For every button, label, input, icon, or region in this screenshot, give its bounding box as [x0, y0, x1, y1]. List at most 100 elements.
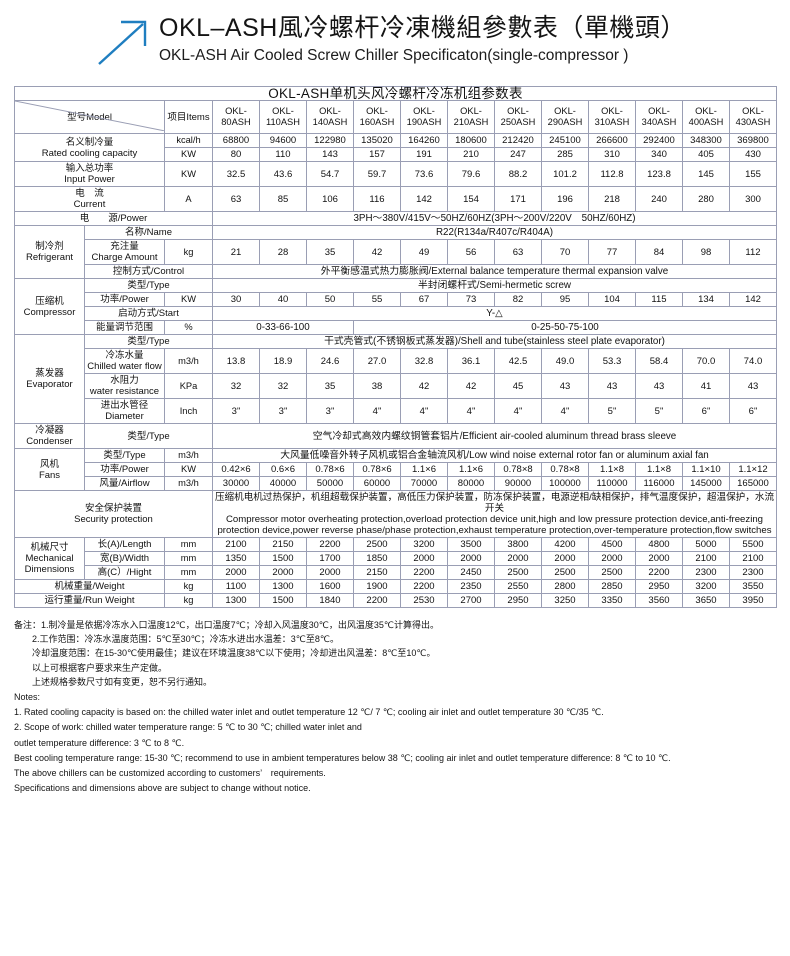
refrigerant-name-label: 名称/Name [84, 225, 213, 240]
cell: 90000 [494, 476, 542, 491]
cell: 106 [306, 186, 354, 212]
evaporator-type-label: 类型/Type [84, 334, 213, 349]
cell: 1500 [259, 551, 307, 566]
row-length: 机械尺寸 Mechanical Dimensions 长(A)/Length m… [14, 537, 777, 580]
cell: 68800 [212, 133, 260, 148]
refrigerant-name-value: R22(R134a/R407c/R404A) [212, 225, 777, 240]
row-condenser-type: 冷凝器 Condenser 类型/Type 空气冷却式高效内螺纹铜管套铝片/Ef… [14, 423, 777, 449]
note-cn-2: 冷却温度范围：在15-30℃使用最佳；建议在环境温度38℃以下使用；冷却进出风温… [32, 648, 436, 659]
row-compressor-start: 启动方式/Start Y-△ [15, 306, 777, 321]
unit-a: A [164, 186, 213, 212]
cell: 171 [494, 186, 542, 212]
cell: 84 [635, 239, 683, 265]
compressor-start-value: Y-△ [212, 306, 777, 321]
cell: 3" [259, 398, 307, 424]
cell: 164260 [400, 133, 448, 148]
band-title: OKL-ASH单机头风冷螺杆冷冻机组参数表 [14, 86, 777, 101]
width-label: 宽(B)/Width [84, 551, 165, 566]
cell: 101.2 [541, 161, 589, 187]
title-block: OKL–ASH風冷螺杆冷凍機組參數表（單機頭） OKL-ASH Air Cool… [159, 12, 686, 67]
row-power-supply: 电 源/Power 3PH～380V/415V～50HZ/60HZ(3PH～20… [14, 211, 777, 226]
cell: 94600 [259, 133, 307, 148]
cell: 145000 [682, 476, 730, 491]
cell: 1.1×6 [447, 462, 495, 477]
cell: 42 [353, 239, 401, 265]
note-en-0: 1. Rated cooling capacity is based on: t… [14, 707, 604, 718]
cell: 116 [353, 186, 401, 212]
cell: 5" [635, 398, 683, 424]
cell: 70 [541, 239, 589, 265]
unit-kw: KW [164, 147, 213, 162]
row-refrigerant-name: 制冷剂 Refrigerant 名称/Name R22(R134a/R407c/… [14, 225, 777, 279]
row-current: 电 流 Current A 63 85 106 116 142 154 171 … [14, 186, 777, 212]
cell: 63 [494, 239, 542, 265]
model-header-7: OKL- 290ASH [541, 100, 589, 134]
cell: 3" [212, 398, 260, 424]
cell: 1.1×12 [729, 462, 777, 477]
cell: 4" [353, 398, 401, 424]
cell: 112.8 [588, 161, 636, 187]
fan-power-label: 功率/Power [84, 462, 165, 477]
unit-kw: KW [164, 462, 213, 477]
cell: 6" [682, 398, 730, 424]
cell: 2800 [541, 579, 589, 594]
cell: 43.6 [259, 161, 307, 187]
model-header-5: OKL- 210ASH [447, 100, 495, 134]
cell: 30000 [212, 476, 260, 491]
cell: 2200 [353, 593, 401, 608]
table-band-title-row: OKL-ASH单机头风冷螺杆冷冻机组参数表 [14, 86, 777, 101]
cell: 54.7 [306, 161, 354, 187]
cell: 2950 [635, 579, 683, 594]
cell: 2100 [729, 551, 777, 566]
cell: 79.6 [447, 161, 495, 187]
spec-table-wrap: OKL-ASH单机头风冷螺杆冷冻机组参数表 型号Model 项目Items OK… [14, 86, 777, 608]
cell: 56 [447, 239, 495, 265]
note-en-5: Specifications and dimensions above are … [14, 783, 311, 794]
cell: 0.42×6 [212, 462, 260, 477]
chilled-flow-label: 冷冻水量 Chilled water flow [84, 348, 165, 374]
unit-kcal: kcal/h [164, 133, 213, 148]
cell: 95 [541, 292, 589, 307]
cell: 2000 [447, 551, 495, 566]
cell: 0.78×8 [541, 462, 589, 477]
cell: 2500 [353, 537, 401, 552]
cell: 21 [212, 239, 260, 265]
row-compressor-power: 功率/Power KW 30 40 50 55 67 73 82 95 104 … [15, 292, 777, 307]
cell: 1100 [212, 579, 260, 594]
row-weight: 机械重量/Weight kg 1100 1300 1600 1900 2200 … [14, 579, 777, 594]
table-header-row: 型号Model 项目Items OKL- 80ASH OKL- 110ASH OKL… [14, 100, 777, 134]
cell: 67 [400, 292, 448, 307]
row-security-protection: 安全保护装置 Security protection 压缩机电机过热保护，机组超… [14, 490, 777, 538]
note-cn-4: 上述规格参数尺寸如有变更，恕不另行通知。 [32, 676, 213, 687]
cell: 70000 [400, 476, 448, 491]
cell: 135020 [353, 133, 401, 148]
compressor-type-value: 半封闭螺杆式/Semi-hermetic screw [212, 278, 777, 293]
cell: 3200 [682, 579, 730, 594]
cell: 63 [212, 186, 260, 212]
cell: 104 [588, 292, 636, 307]
unit-percent: % [164, 320, 213, 335]
unit-kpa: KPa [164, 373, 213, 399]
height-label: 高(C）/Hight [84, 565, 165, 580]
cell: 2500 [588, 565, 636, 580]
cell: 73.6 [400, 161, 448, 187]
cell: 60000 [353, 476, 401, 491]
cell: 1300 [212, 593, 260, 608]
cell: 4" [447, 398, 495, 424]
model-header-4: OKL- 190ASH [400, 100, 448, 134]
page-title-cn: OKL–ASH風冷螺杆冷凍機組參數表（單機頭） [159, 14, 686, 42]
cell: 1300 [259, 579, 307, 594]
cell: 32 [212, 373, 260, 399]
cell: 1.1×10 [682, 462, 730, 477]
row-airflow: 风量/Airflow m3/h 30000 40000 50000 60000 … [15, 476, 777, 491]
cell: 4" [400, 398, 448, 424]
rated-cooling-label: 名义制冷量 Rated cooling capacity [14, 133, 165, 162]
cell: 280 [682, 186, 730, 212]
cell: 50000 [306, 476, 354, 491]
cell: 73 [447, 292, 495, 307]
cell: 80000 [447, 476, 495, 491]
row-fan-power: 功率/Power KW 0.42×6 0.6×6 0.78×6 0.78×6 1… [15, 462, 777, 477]
cell: 2000 [259, 565, 307, 580]
cell: 0.6×6 [259, 462, 307, 477]
cell: 49 [400, 239, 448, 265]
